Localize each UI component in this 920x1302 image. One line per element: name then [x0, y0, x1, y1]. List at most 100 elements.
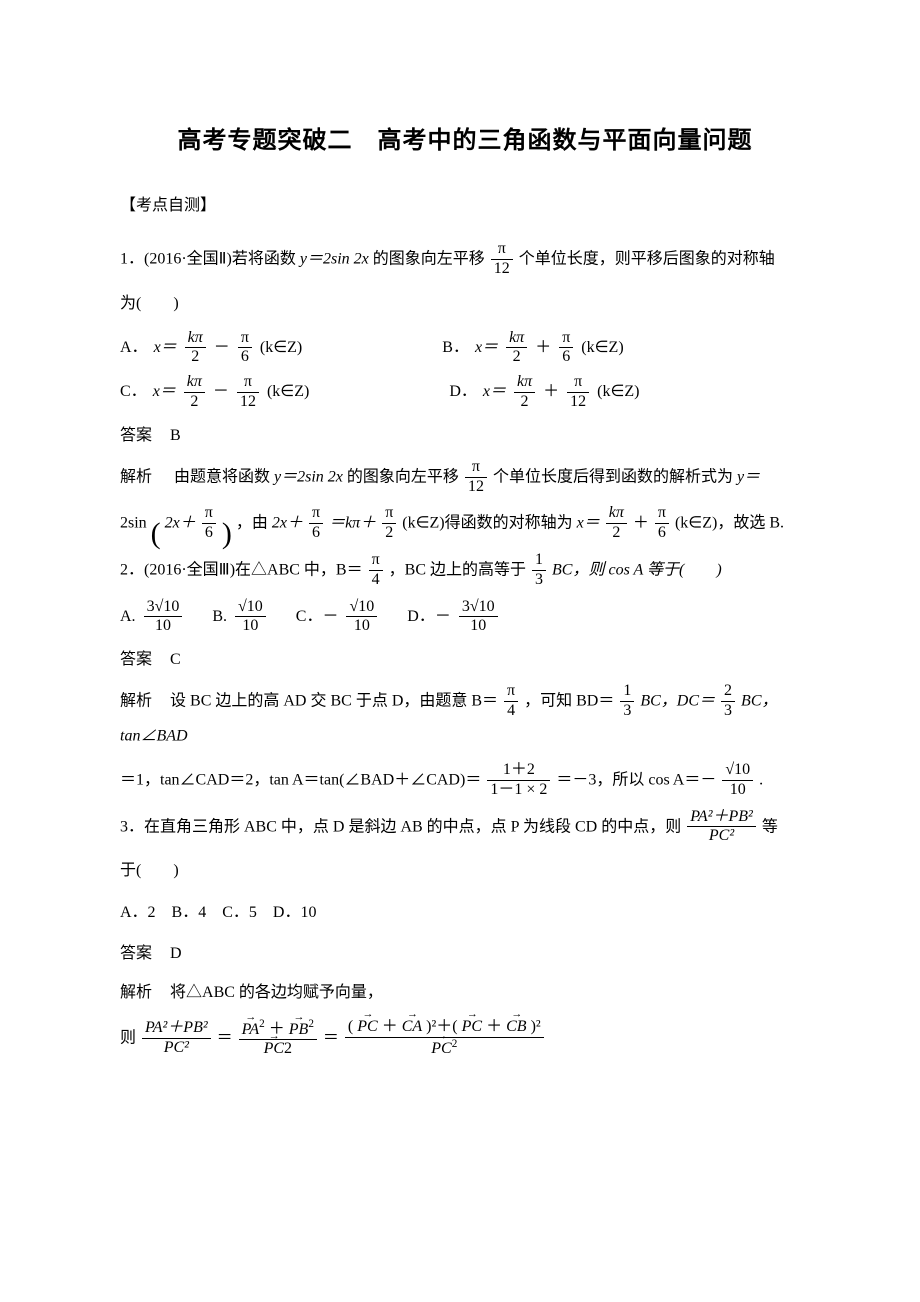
page-title: 高考专题突破二 高考中的三角函数与平面向量问题	[120, 120, 810, 155]
q1-e2i: (k∈Z)，故选 B.	[675, 515, 784, 532]
vec-pc3: →PC	[462, 1019, 482, 1036]
label-b: B．	[442, 332, 469, 364]
q2-prefix: 2．(2016·全国Ⅲ)在△ABC 中，B＝	[120, 561, 363, 578]
q2e-f2: 23	[721, 683, 735, 720]
q1a-x: x＝	[154, 332, 177, 364]
q1-e2-inside: 2x＋	[165, 515, 196, 532]
q1-stem-line2: 为( )	[120, 288, 810, 320]
q1-expl-l2: 2sin ( 2x＋ π6 ) ，由 2x＋ π6 ＝kπ＋ π2 (k∈Z)得…	[120, 505, 810, 542]
q1a-suffix: (k∈Z)	[260, 332, 302, 364]
q1-e1d: 个单位长度后得到函数的解析式为	[493, 468, 737, 485]
q3-expl-l1: 解析 将△ABC 的各边均赋予向量，	[120, 977, 810, 1009]
q1-choice-c: C． x＝ kπ2 － π12 (k∈Z)	[120, 374, 309, 411]
q1b-join: ＋	[535, 332, 551, 364]
q2-choice-b: B. √1010	[212, 599, 267, 636]
q1b-x: x＝	[475, 332, 498, 364]
q1d-f2: π12	[567, 374, 589, 411]
q1-e2c: ，由	[236, 515, 272, 532]
q1b-f1: kπ2	[506, 330, 527, 367]
q1-e2g: (k∈Z)得函数的对称轴为	[402, 515, 576, 532]
q2-mid1: ，BC 边上的高等于	[389, 561, 526, 578]
q1d-x: x＝	[483, 376, 506, 408]
frac-den: 12	[491, 260, 513, 278]
q2b-frac: √1010	[235, 599, 266, 636]
vec-pb: →PB	[289, 1022, 309, 1039]
q1-shift-frac: π 12	[491, 241, 513, 278]
q2-answer: 答案C	[120, 645, 810, 669]
q3-expl-l2: 则 PA²＋PB² PC² ＝ →PA2 ＋ →PB2 →PC2 ＝ ( →PC…	[120, 1019, 810, 1058]
q2a-frac: 3√1010	[144, 599, 183, 636]
q1-expl-l1: 解析 由题意将函数 y＝2sin 2x 的图象向左平移 π12 个单位长度后得到…	[120, 459, 810, 496]
q1c-join: －	[213, 376, 229, 408]
q2-h-frac: 13	[532, 552, 546, 589]
q1-e2-plus: ＋	[633, 515, 649, 532]
q2e-f0: π4	[504, 683, 518, 720]
answer-label: 答案	[120, 427, 152, 444]
q3-choices: A．2 B．4 C．5 D．10	[120, 897, 810, 929]
q1-e1c: 的图象向左平移	[347, 468, 459, 485]
q1-choice-b: B． x＝ kπ2 ＋ π6 (k∈Z)	[442, 330, 623, 367]
lparen-big: (	[151, 517, 161, 550]
q1-choice-a: A． x＝ kπ2 － π6 (k∈Z)	[120, 330, 302, 367]
q1-e2a: 2sin	[120, 515, 147, 532]
label-d: D．	[449, 376, 477, 408]
q1-e2d: 2x＋	[272, 515, 303, 532]
q2-choice-c: C．－ √1010	[296, 599, 379, 636]
q3-c2: →PA2 ＋ →PB2 →PC2	[239, 1019, 317, 1058]
q2-mid2: BC，则 cos A 等于( )	[552, 561, 722, 578]
vec-pc4: →PC	[431, 1041, 451, 1058]
q1-choice-d: D． x＝ kπ2 ＋ π12 (k∈Z)	[449, 374, 639, 411]
vec-pc2: →PC	[357, 1019, 377, 1036]
label-c: C．	[120, 376, 147, 408]
q2-expl-l1: 解析 设 BC 边上的高 AD 交 BC 于点 D，由题意 B＝ π4 ，可知 …	[120, 683, 810, 752]
q1-e1a: 由题意将函数	[174, 468, 274, 485]
rparen-big: )	[222, 517, 232, 550]
q1a-f2: π6	[238, 330, 252, 367]
q1b-f2: π6	[559, 330, 573, 367]
q1-e1b: y＝2sin 2x	[274, 468, 343, 485]
q2c-frac: √1010	[346, 599, 377, 636]
q1a-join: －	[214, 332, 230, 364]
q1-answer: 答案 B	[120, 421, 810, 445]
q2-stem: 2．(2016·全国Ⅲ)在△ABC 中，B＝ π4 ，BC 边上的高等于 13 …	[120, 552, 810, 589]
q1-e2-f5: π6	[655, 505, 669, 542]
label-a: A．	[120, 332, 148, 364]
q2e-f4: √1010	[722, 762, 753, 799]
q1-e2-f3: π2	[382, 505, 396, 542]
section-tag: 【考点自测】	[120, 191, 810, 215]
q3-frac: PA²＋PB² PC²	[687, 809, 756, 846]
vec-ca: →CA	[402, 1019, 422, 1036]
q3-stem-l2: 于( )	[120, 855, 810, 887]
q1d-suffix: (k∈Z)	[597, 376, 639, 408]
q1a-f1: kπ2	[185, 330, 206, 367]
q1-e2e: ＝kπ＋	[329, 515, 376, 532]
q1b-suffix: (k∈Z)	[581, 332, 623, 364]
q1-e2-f1: π6	[202, 505, 216, 542]
q1-mid: 的图象向左平移	[373, 250, 485, 267]
vec-cb: →CB	[506, 1019, 526, 1036]
q1c-x: x＝	[153, 376, 176, 408]
q2-expl-l2: ＝1，tan∠CAD＝2，tan A＝tan(∠BAD＋∠CAD)＝ 1＋21－…	[120, 762, 810, 799]
q3-c1: PA²＋PB² PC²	[142, 1020, 211, 1057]
q1c-f1: kπ2	[184, 374, 205, 411]
answer-value: B	[170, 427, 181, 444]
q2d-frac: 3√1010	[459, 599, 498, 636]
q1-row-cd: C． x＝ kπ2 － π12 (k∈Z) D． x＝ kπ2 ＋ π12 (k…	[120, 374, 810, 411]
q1-prefix: 1．(2016·全国Ⅱ)若将函数	[120, 250, 300, 267]
q3-stem-l1: 3．在直角三角形 ABC 中，点 D 是斜边 AB 的中点，点 P 为线段 CD…	[120, 809, 810, 846]
vec-pa: →PA	[242, 1022, 259, 1039]
q2-b-frac: π4	[369, 552, 383, 589]
q3-answer: 答案D	[120, 939, 810, 963]
q2e-f1: 13	[620, 683, 634, 720]
q1d-f1: kπ2	[514, 374, 535, 411]
expl-label: 解析	[120, 468, 152, 485]
exam-page: 高考专题突破二 高考中的三角函数与平面向量问题 【考点自测】 1．(2016·全…	[0, 0, 920, 1302]
q2-choice-a: A. 3√1010	[120, 599, 184, 636]
q1-row-ab: A． x＝ kπ2 － π6 (k∈Z) B． x＝ kπ2 ＋ π6 (k∈Z…	[120, 330, 810, 367]
q1-func: y＝2sin 2x	[300, 250, 369, 267]
q1-tail: 个单位长度，则平移后图象的对称轴	[519, 250, 775, 267]
q1-e2-f2: π6	[309, 505, 323, 542]
q2-choice-d: D．－ 3√1010	[407, 599, 499, 636]
q1d-join: ＋	[543, 376, 559, 408]
q1-e1-frac: π12	[465, 459, 487, 496]
